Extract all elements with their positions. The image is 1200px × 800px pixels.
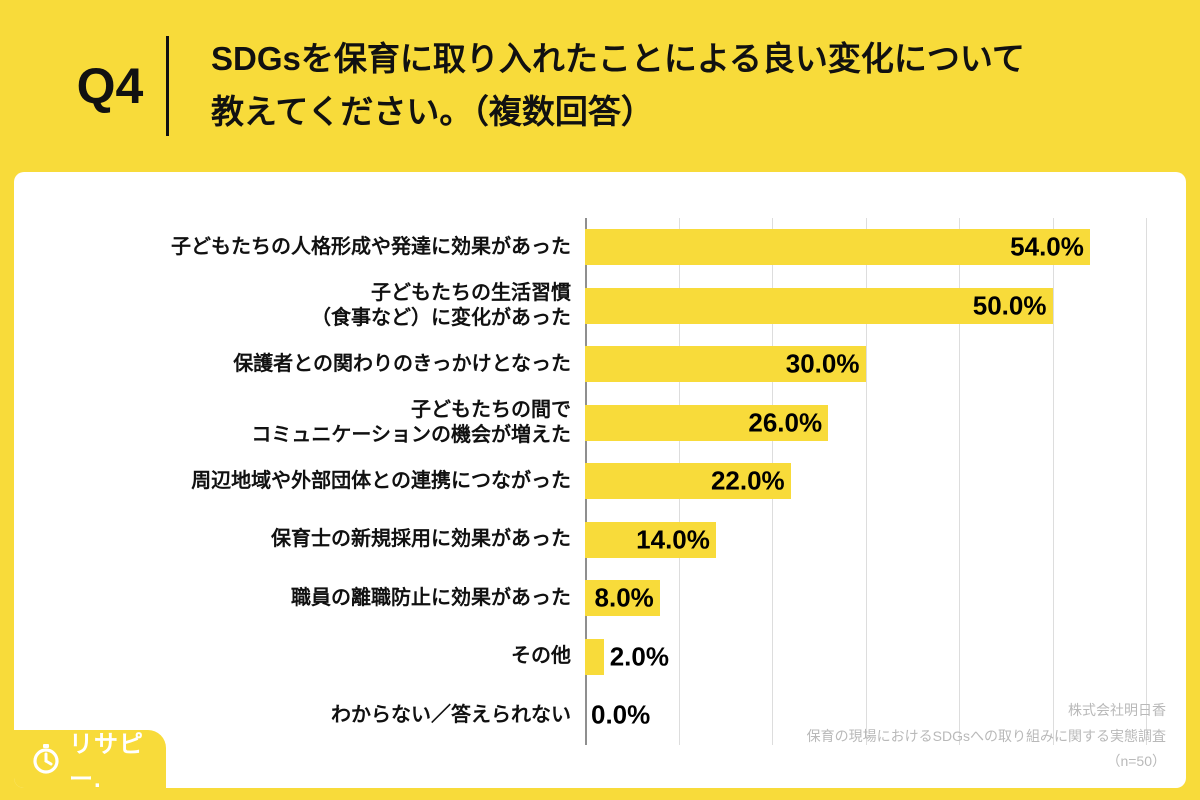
bar (585, 287, 1053, 324)
bar-area: 14.0% (585, 511, 1146, 570)
bar (585, 580, 660, 617)
chart-row: 子どもたちの間で コミュニケーションの機会が増えた 26.0% (14, 394, 1146, 453)
page-title-line1: SDGsを保育に取り入れたことによる良い変化について (211, 40, 1025, 78)
chart-row: その他 2.0% (14, 628, 1146, 687)
category-label: 保護者との関わりのきっかけとなった (233, 352, 571, 375)
category-label: 職員の離職防止に効果があった (291, 586, 571, 609)
category-label: 子どもたちの生活習慣 （食事など）に変化があった (311, 281, 571, 329)
bar-area: 22.0% (585, 452, 1146, 511)
value-label: 22.0% (710, 465, 785, 496)
chart-rows: 子どもたちの人格形成や発達に効果があった 54.0% 子どもたちの生活習慣 （食事など… (14, 218, 1146, 745)
value-label: 14.0% (636, 524, 710, 555)
bar (585, 638, 604, 675)
chart-row: わからない／答えられない 0.0% (14, 686, 1146, 745)
bar-area: 54.0% (585, 218, 1146, 277)
chart-card: 子どもたちの人格形成や発達に効果があった 54.0% 子どもたちの生活習慣 （食事など… (14, 172, 1186, 793)
bar (585, 404, 829, 441)
bar-area: 8.0% (585, 569, 1146, 628)
header-divider (166, 36, 169, 136)
category-label: 周辺地域や外部団体との連携につながった (191, 469, 571, 492)
chart-row: 子どもたちの生活習慣 （食事など）に変化があった 50.0% (14, 277, 1146, 336)
risapi-logo-text: リサピー. (69, 731, 144, 793)
bar (585, 346, 866, 383)
bar-area: 0.0% (585, 686, 1146, 745)
category-label: 子どもたちの人格形成や発達に効果があった (171, 235, 571, 258)
value-label: 30.0% (785, 348, 860, 379)
gridline (1146, 218, 1147, 745)
category-label: 保育士の新規採用に効果があった (271, 528, 571, 551)
header: Q4 SDGsを保育に取り入れたことによる良い変化について 教えてください。（複… (0, 0, 1200, 172)
value-label: 0.0% (591, 699, 651, 730)
bar-area: 30.0% (585, 335, 1146, 394)
source-company: 株式会社明日香 (1068, 702, 1166, 719)
bar-area: 50.0% (585, 277, 1146, 336)
bar-area: 2.0% (585, 628, 1146, 687)
gridline (959, 218, 960, 745)
source-note: 株式会社明日香 保育の現場におけるSDGsへの取り組みに関する実態調査 （n=5… (807, 698, 1166, 774)
chart-row: 周辺地域や外部団体との連携につながった 22.0% (14, 452, 1146, 511)
bar (585, 521, 716, 558)
gridline (1052, 218, 1054, 745)
category-label: 子どもたちの間で コミュニケーションの機会が増えた (251, 398, 571, 446)
chart-row: 保育士の新規採用に効果があった 14.0% (14, 511, 1146, 570)
bar-area: 26.0% (585, 394, 1146, 453)
risapi-logo: リサピー. (14, 730, 166, 793)
source-sample-size: （n=50） (1106, 752, 1166, 769)
page-title: SDGsを保育に取り入れたことによる良い変化について 教えてください。（複数回答… (211, 33, 1025, 139)
value-label: 50.0% (972, 290, 1047, 321)
value-label: 2.0% (609, 641, 669, 672)
chart-row: 保護者との関わりのきっかけとなった 30.0% (14, 335, 1146, 394)
source-survey: 保育の現場におけるSDGsへの取り組みに関する実態調査 (806, 727, 1166, 744)
bar (585, 229, 1090, 266)
page-title-line2: 教えてください。（複数回答） (211, 93, 654, 130)
category-label: わからない／答えられない (331, 703, 571, 726)
chart-row: 子どもたちの人格形成や発達に効果があった 54.0% (14, 218, 1146, 277)
question-number: Q4 (76, 58, 144, 114)
gridline (865, 218, 867, 745)
value-label: 8.0% (594, 582, 654, 613)
value-label: 54.0% (1010, 231, 1084, 262)
risapi-logo-icon (30, 743, 62, 775)
bar (585, 463, 791, 500)
category-label: その他 (511, 645, 571, 668)
value-label: 26.0% (748, 407, 823, 438)
chart-row: 職員の離職防止に効果があった 8.0% (14, 569, 1146, 628)
